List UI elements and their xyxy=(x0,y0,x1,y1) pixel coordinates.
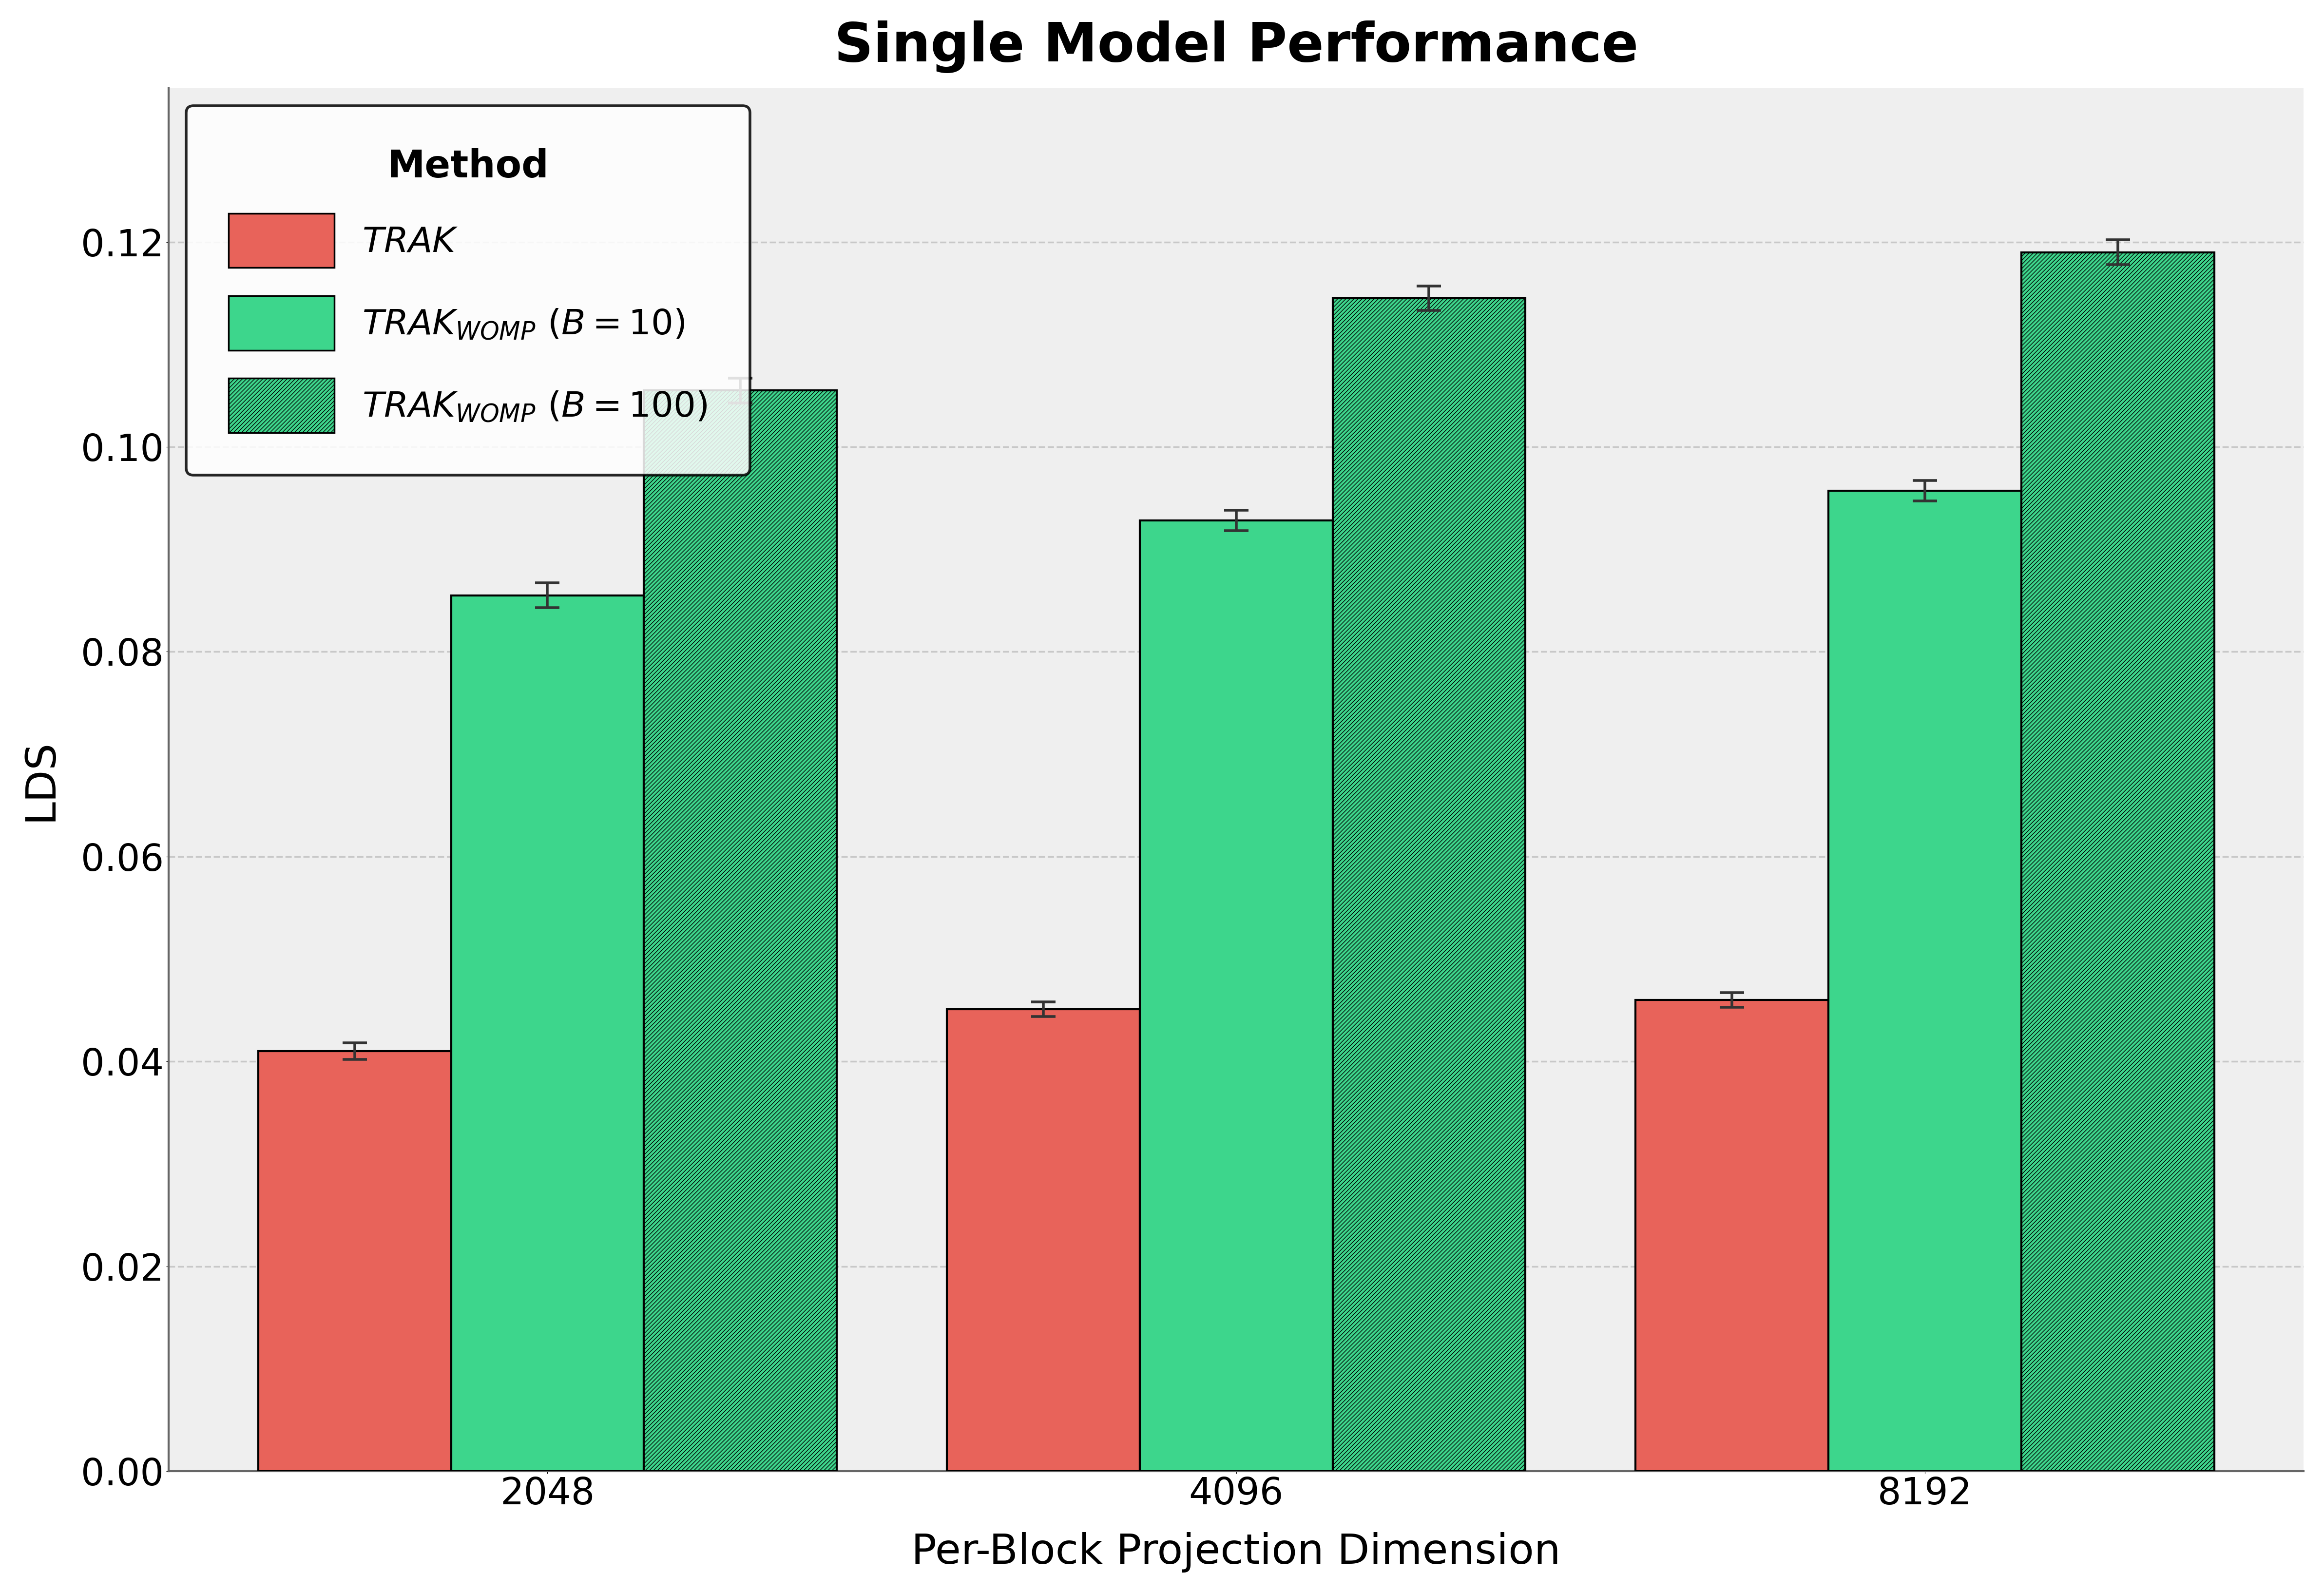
Legend: $\mathit{TRAK}$, $\mathit{TRAK}_{\mathit{WOMP}}\ (B = 10)$, $\mathit{TRAK}_{\mat: $\mathit{TRAK}$, $\mathit{TRAK}_{\mathit… xyxy=(186,105,751,475)
Bar xyxy=(1332,298,1525,1472)
Bar xyxy=(1829,491,2022,1472)
Bar xyxy=(2022,252,2215,1472)
Y-axis label: LDS: LDS xyxy=(21,739,60,820)
Bar xyxy=(946,1010,1139,1472)
Bar xyxy=(258,1051,451,1472)
Bar xyxy=(451,596,644,1472)
Title: Single Model Performance: Single Model Performance xyxy=(834,21,1638,73)
Bar xyxy=(1139,521,1332,1472)
Bar xyxy=(644,390,837,1472)
Bar xyxy=(1636,1000,1829,1472)
X-axis label: Per-Block Projection Dimension: Per-Block Projection Dimension xyxy=(911,1532,1562,1572)
